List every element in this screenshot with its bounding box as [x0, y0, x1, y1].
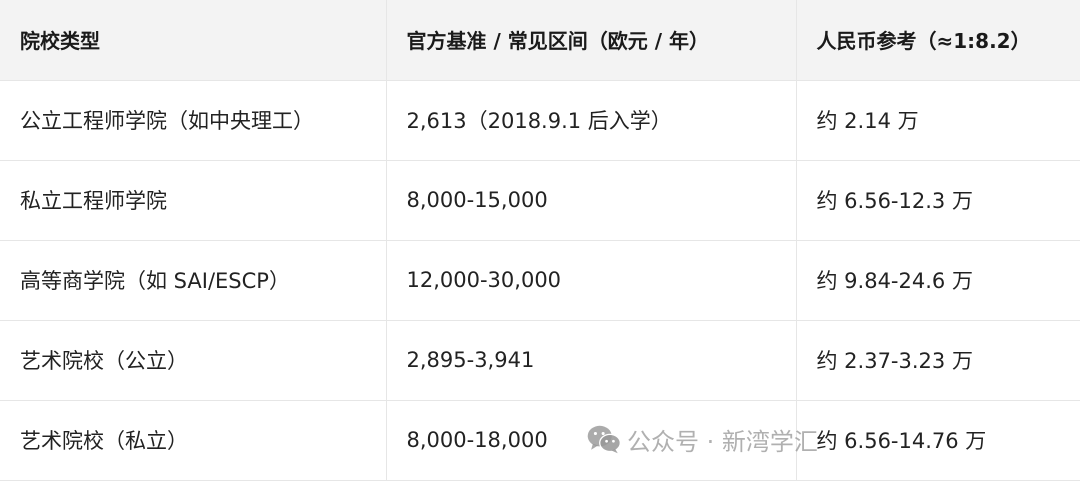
table-row: 高等商学院（如 SAI/ESCP） 12,000-30,000 约 9.84-2… [0, 240, 1080, 321]
cell-euro-range: 8,000-15,000 [386, 160, 797, 241]
table-row: 公立工程师学院（如中央理工） 2,613（2018.9.1 后入学） 约 2.1… [0, 80, 1080, 161]
table-header-row: 院校类型 官方基准 / 常见区间（欧元 / 年） 人民币参考（≈1:8.2） [0, 0, 1080, 81]
cell-rmb-reference: 约 2.37-3.23 万 [796, 320, 1080, 401]
table-row: 艺术院校（公立） 2,895-3,941 约 2.37-3.23 万 [0, 320, 1080, 401]
cell-school-type: 艺术院校（公立） [0, 320, 387, 401]
header-rmb-reference: 人民币参考（≈1:8.2） [796, 0, 1080, 81]
cell-school-type: 公立工程师学院（如中央理工） [0, 80, 387, 161]
cell-rmb-reference: 约 2.14 万 [796, 80, 1080, 161]
cell-rmb-reference: 约 6.56-12.3 万 [796, 160, 1080, 241]
cell-euro-range: 2,613（2018.9.1 后入学） [386, 80, 797, 161]
header-euro-range: 官方基准 / 常见区间（欧元 / 年） [386, 0, 797, 81]
table-row: 私立工程师学院 8,000-15,000 约 6.56-12.3 万 [0, 160, 1080, 241]
header-school-type: 院校类型 [0, 0, 387, 81]
cell-rmb-reference: 约 9.84-24.6 万 [796, 240, 1080, 321]
table-row: 艺术院校（私立） 8,000-18,000 约 6.56-14.76 万 [0, 400, 1080, 481]
cell-rmb-reference: 约 6.56-14.76 万 [796, 400, 1080, 481]
cell-school-type: 艺术院校（私立） [0, 400, 387, 481]
cell-euro-range: 2,895-3,941 [386, 320, 797, 401]
cell-euro-range: 12,000-30,000 [386, 240, 797, 321]
cell-euro-range: 8,000-18,000 [386, 400, 797, 481]
cell-school-type: 私立工程师学院 [0, 160, 387, 241]
cell-school-type: 高等商学院（如 SAI/ESCP） [0, 240, 387, 321]
